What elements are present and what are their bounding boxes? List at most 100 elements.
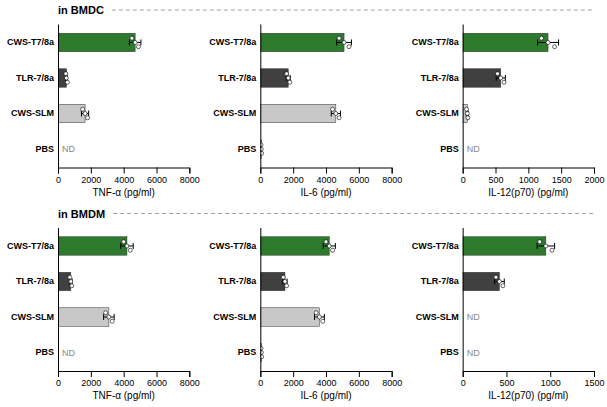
value-label: ND: [467, 312, 480, 322]
replicate-dot: [497, 279, 501, 283]
x-tick-mark: [359, 168, 360, 174]
replicate-dot: [81, 107, 85, 111]
replicate-dot: [465, 112, 469, 116]
y-tick: PBS: [440, 144, 463, 154]
x-tick-mark: [392, 168, 393, 174]
value-label: ND: [62, 144, 75, 154]
replicate-dot: [86, 116, 90, 120]
y-tick: CWS-SLM: [11, 312, 58, 322]
panel: ND02000400060008000TNF-α (pg/ml)CWS-T7/8…: [7, 25, 200, 198]
y-tick-label: CWS-SLM: [416, 108, 459, 118]
bar: [260, 237, 329, 255]
x-tick-label: 8000: [382, 175, 402, 185]
y-tick-label: CWS-SLM: [11, 108, 54, 118]
x-tick-label: 500: [499, 378, 514, 388]
y-tick-label: TLR-7/8a: [421, 73, 460, 83]
x-tick-label: 6000: [349, 378, 369, 388]
replicate-dot: [494, 275, 498, 279]
x-tick-mark: [463, 168, 464, 174]
y-tick: PBS: [238, 347, 261, 357]
replicate-dot: [288, 80, 292, 84]
x-tick: 0: [56, 168, 61, 185]
x-tick-mark: [124, 371, 125, 377]
x-tick-label: 1500: [584, 378, 604, 388]
x-tick: 0: [56, 371, 61, 388]
x-axis-line: [59, 372, 190, 378]
marks: [58, 33, 141, 123]
x-tick-label: 8000: [180, 378, 200, 388]
replicate-dot: [281, 275, 285, 279]
replicate-dot: [128, 248, 132, 252]
y-axis: CWS-T7/8aTLR-7/8aCWS-SLMPBS: [7, 228, 59, 372]
replicate-dot: [317, 315, 321, 319]
y-tick-label: PBS: [35, 144, 54, 154]
value-label: ND: [62, 348, 75, 358]
x-tick-mark: [91, 371, 92, 377]
x-tick-label: 2000: [81, 175, 101, 185]
replicate-dot: [285, 72, 289, 76]
chart-svg: ND 0 2000 4000 6000 8000 TNF-α (pg/ml) CWS-T7/8…: [0, 0, 607, 407]
x-tick-mark: [58, 371, 59, 377]
x-tick: 6000: [349, 168, 369, 185]
replicate-dot: [539, 36, 543, 40]
x-tick-mark: [58, 168, 59, 174]
replicate-dot: [546, 40, 550, 44]
bar: [58, 308, 109, 326]
replicate-dot: [499, 76, 503, 80]
x-tick-mark: [157, 168, 158, 174]
y-axis-line: [58, 228, 59, 372]
x-tick: 1000: [519, 168, 539, 185]
y-tick: TLR-7/8a: [16, 73, 58, 83]
replicate-dot: [347, 45, 351, 49]
y-tick-label: CWS-T7/8a: [209, 37, 257, 47]
y-axis: CWS-T7/8aTLR-7/8aCWS-SLMPBS: [412, 25, 464, 169]
replicate-dot: [104, 311, 108, 315]
y-axis: CWS-T7/8aTLR-7/8aCWS-SLMPBS: [412, 228, 464, 372]
x-tick-mark: [91, 168, 92, 174]
x-tick-mark: [506, 371, 507, 377]
y-tick-label: CWS-T7/8a: [209, 241, 257, 251]
x-tick: 6000: [349, 371, 369, 388]
x-tick-label: 1000: [541, 378, 561, 388]
x-tick-label: 4000: [316, 175, 336, 185]
replicate-dot: [122, 240, 126, 244]
bar: [260, 272, 285, 290]
x-tick: 2000: [81, 168, 101, 185]
marks: [58, 237, 133, 327]
x-axis: 02000400060008000: [56, 371, 200, 388]
replicate-dot: [466, 116, 470, 120]
replicate-dot: [83, 112, 87, 116]
y-tick: PBS: [35, 347, 58, 357]
y-tick: TLR-7/8a: [218, 73, 260, 83]
y-tick-label: CWS-SLM: [11, 312, 54, 322]
replicate-dot: [314, 311, 318, 315]
y-tick: TLR-7/8a: [421, 276, 463, 286]
replicate-dot: [136, 45, 140, 49]
x-tick-label: 4000: [114, 175, 134, 185]
y-tick-label: CWS-T7/8a: [412, 241, 460, 251]
y-tick-label: TLR-7/8a: [16, 276, 55, 286]
replicate-dot: [544, 244, 548, 248]
x-tick: 2000: [81, 371, 101, 388]
y-tick: TLR-7/8a: [421, 73, 463, 83]
y-tick: CWS-T7/8a: [7, 37, 58, 47]
y-axis-line: [260, 25, 261, 169]
replicate-dot: [286, 76, 290, 80]
bar: [260, 33, 344, 51]
x-tick: 500: [499, 371, 514, 388]
y-tick-label: CWS-SLM: [213, 312, 256, 322]
x-tick-label: 0: [461, 175, 466, 185]
x-tick: 2000: [284, 168, 304, 185]
x-tick-mark: [528, 168, 529, 174]
row-title: in BMDM: [58, 208, 105, 220]
replicate-dot: [502, 80, 506, 84]
x-axis-line: [463, 168, 594, 174]
y-tick-label: PBS: [238, 144, 257, 154]
x-tick: 0: [461, 168, 466, 185]
panel: 02000400060008000IL-6 (pg/ml)CWS-T7/8aTL…: [209, 25, 402, 198]
x-axis: 02000400060008000: [56, 168, 200, 185]
x-tick-mark: [189, 168, 190, 174]
x-axis-title: TNF-α (pg/ml): [92, 390, 154, 401]
x-tick-label: 500: [488, 175, 503, 185]
error-bar: [323, 243, 335, 249]
